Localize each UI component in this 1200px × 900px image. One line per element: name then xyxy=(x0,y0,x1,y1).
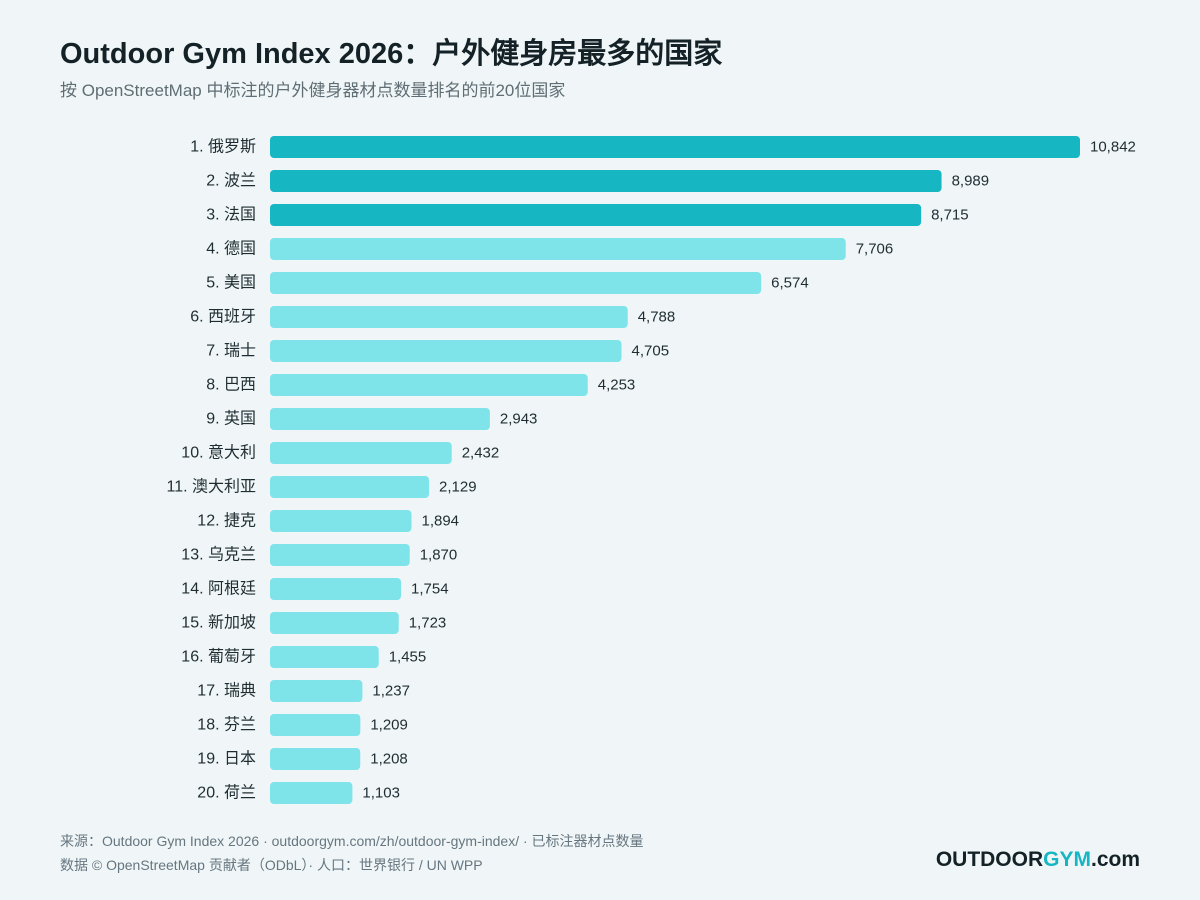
category-label: 13. 乌克兰 xyxy=(181,546,256,564)
value-label: 8,715 xyxy=(931,207,969,224)
value-label: 4,788 xyxy=(638,309,676,326)
source-note: 来源：Outdoor Gym Index 2026 · outdoorgym.c… xyxy=(60,833,644,849)
bar xyxy=(270,544,410,566)
value-label: 1,103 xyxy=(362,785,400,802)
brand-part-outdoor: OUTDOOR xyxy=(935,848,1044,871)
category-label: 3. 法国 xyxy=(206,206,256,224)
category-label: 6. 西班牙 xyxy=(190,308,256,326)
value-label: 1,208 xyxy=(370,751,408,768)
value-label: 6,574 xyxy=(771,275,809,292)
page-subtitle: 按 OpenStreetMap 中标注的户外健身器材点数量排名的前20位国家 xyxy=(60,81,566,100)
bar xyxy=(270,748,361,770)
category-label: 12. 捷克 xyxy=(197,512,256,530)
category-label: 10. 意大利 xyxy=(181,443,256,462)
category-label: 19. 日本 xyxy=(197,750,256,768)
footer: 来源：Outdoor Gym Index 2026 · outdoorgym.c… xyxy=(60,829,644,877)
category-label: 11. 澳大利亚 xyxy=(166,478,256,496)
category-label: 20. 荷兰 xyxy=(197,784,256,802)
value-label: 4,253 xyxy=(598,377,636,394)
page-title: Outdoor Gym Index 2026：户外健身房最多的国家 xyxy=(60,38,723,70)
bar xyxy=(270,272,762,294)
value-label: 7,706 xyxy=(856,241,894,258)
bar xyxy=(270,238,846,260)
bar xyxy=(270,714,361,736)
category-label: 15. 新加坡 xyxy=(181,614,256,632)
value-label: 1,455 xyxy=(389,649,427,666)
data-note: 数据 © OpenStreetMap 贡献者（ODbL）· 人口：世界银行 / … xyxy=(60,857,483,873)
value-label: 4,705 xyxy=(632,343,670,360)
bar xyxy=(270,782,353,804)
bar xyxy=(270,306,628,328)
bar xyxy=(270,442,452,464)
value-label: 1,870 xyxy=(420,547,458,564)
value-label: 2,943 xyxy=(500,411,538,428)
value-label: 8,989 xyxy=(952,173,990,190)
category-label: 8. 巴西 xyxy=(206,377,256,394)
bar-chart: 1. 俄罗斯 10,842 2. 波兰 8,989 3. 法国 8,715 4. 德国 7,7… xyxy=(166,136,1136,804)
category-label: 1. 俄罗斯 xyxy=(190,138,256,156)
bar xyxy=(270,408,490,430)
bar xyxy=(270,204,922,226)
bar xyxy=(270,340,622,362)
category-label: 17. 瑞典 xyxy=(197,682,256,700)
value-label: 1,754 xyxy=(411,581,449,598)
value-label: 2,129 xyxy=(439,479,477,496)
category-label: 4. 德国 xyxy=(206,240,256,258)
category-label: 16. 葡萄牙 xyxy=(181,648,256,666)
bar xyxy=(270,374,588,396)
value-label: 10,842 xyxy=(1090,139,1136,156)
category-label: 5. 美国 xyxy=(206,274,256,292)
category-label: 18. 芬兰 xyxy=(197,716,256,734)
category-label: 9. 英国 xyxy=(206,410,256,428)
bar xyxy=(270,476,430,498)
brand-part-domain: .com xyxy=(1090,848,1140,871)
brand-logo: OUTDOORGYM.com xyxy=(936,848,1140,872)
bar xyxy=(270,170,942,192)
bar xyxy=(270,510,412,532)
category-label: 7. 瑞士 xyxy=(206,342,256,360)
bar xyxy=(270,612,399,634)
value-label: 2,432 xyxy=(462,445,500,462)
bar xyxy=(270,578,402,600)
brand-part-gym: GYM xyxy=(1043,848,1091,871)
category-label: 2. 波兰 xyxy=(206,172,256,190)
bar xyxy=(270,136,1080,158)
value-label: 1,723 xyxy=(409,615,447,632)
category-label: 14. 阿根廷 xyxy=(181,580,256,598)
bar xyxy=(270,680,363,702)
value-label: 1,894 xyxy=(421,513,459,530)
value-label: 1,237 xyxy=(372,683,410,700)
bar xyxy=(270,646,379,668)
value-label: 1,209 xyxy=(370,717,408,734)
